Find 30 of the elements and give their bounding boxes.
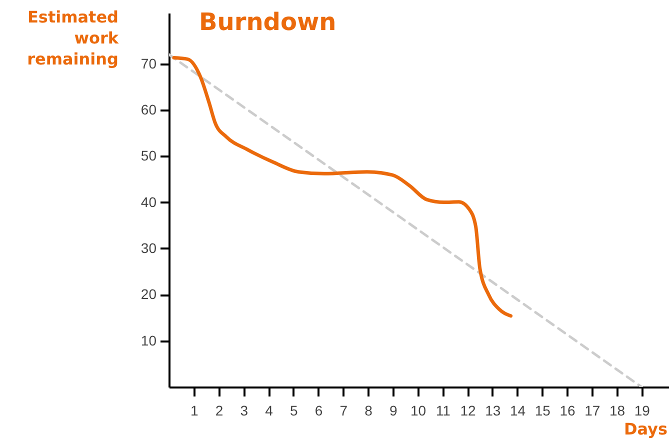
x-tick-label: 7 [340,402,348,418]
line-series [172,56,513,318]
y-tick-label: 20 [140,286,157,302]
x-tick-label: 12 [460,402,476,418]
y-tick-label: 30 [140,240,157,256]
y-tick-label: 70 [140,55,157,72]
x-tick-label: 19 [634,402,650,418]
x-tick-label: 3 [240,402,248,418]
x-tick-label: 15 [534,402,551,418]
x-tick-label: 5 [290,402,298,418]
y-tick-label: 60 [140,101,157,118]
x-tick-label: 16 [560,402,576,418]
y-tick-label: 40 [140,194,157,210]
x-tick-label: 6 [314,402,323,418]
x-tick-label: 8 [364,402,373,418]
x-tick-label: 2 [215,402,224,418]
y-axis-title: Estimated work remaining [27,8,119,68]
chart-title: Burndown [199,8,336,36]
x-tick-label: 1 [190,402,198,418]
x-tick-label: 9 [389,402,398,418]
x-axis-title: Days [624,420,668,438]
x-tick-label: 11 [436,402,451,418]
x-tick-label: 4 [265,402,274,418]
x-tick-label: 17 [584,402,600,418]
x-tick-label: 10 [410,402,426,418]
x-tick-label: 18 [609,402,626,418]
y-tick-label: 10 [140,332,157,348]
x-tick-label: 13 [485,402,501,418]
y-tick-label: 50 [140,148,157,164]
x-tick-label: 14 [510,402,526,418]
